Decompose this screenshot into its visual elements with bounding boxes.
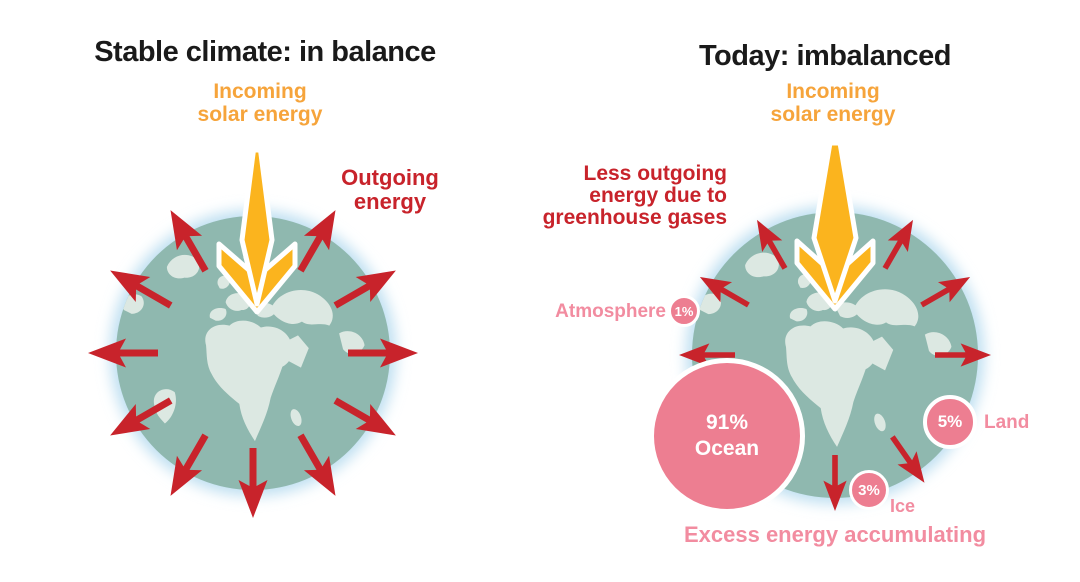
atmosphere-bubble-label: Atmosphere (555, 301, 666, 322)
less-outgoing-line1: Less outgoing (583, 162, 728, 185)
excess-energy-label: Excess energy accumulating (683, 522, 987, 547)
incoming-solar-label: Incoming solar energy (20, 80, 500, 126)
incoming-solar-arrow (216, 147, 298, 315)
less-outgoing-energy-label: Less outgoing energy due to greenhouse g… (467, 163, 727, 229)
ocean-bubble-label: Ocean (694, 437, 760, 460)
less-outgoing-line3: greenhouse gases (542, 206, 727, 229)
land-bubble-value: 5% (937, 412, 963, 431)
incoming-solar-label: Incoming solar energy (593, 80, 1073, 126)
ice-bubble: 3% (849, 470, 889, 510)
atmosphere-bubble-value: 1% (674, 303, 694, 319)
ocean-bubble: 91% Ocean (649, 358, 805, 514)
right-panel-title: Today: imbalanced (698, 40, 952, 72)
ice-bubble-label: Ice (890, 496, 916, 516)
ocean-bubble-text: 91% Ocean (695, 410, 759, 462)
incoming-solar-label-line2: solar energy (197, 103, 323, 126)
ice-bubble-value: 3% (858, 481, 880, 499)
less-outgoing-line2: energy due to (589, 184, 727, 207)
incoming-solar-label-line1: Incoming (786, 80, 880, 103)
incoming-solar-arrow (794, 140, 876, 312)
outgoing-energy-label-line2: energy (353, 189, 427, 214)
outgoing-energy-label-line1: Outgoing (341, 165, 439, 190)
incoming-solar-label-line1: Incoming (213, 80, 307, 103)
left-panel-title: Stable climate: in balance (94, 36, 436, 68)
incoming-solar-label-line2: solar energy (770, 103, 896, 126)
ocean-bubble-value: 91% (705, 411, 748, 434)
atmosphere-bubble: 1% (668, 295, 700, 327)
left-globe (88, 147, 418, 518)
land-bubble-label: Land (984, 412, 1030, 433)
land-bubble: 5% (923, 395, 977, 449)
outgoing-energy-label: Outgoing energy (290, 166, 490, 214)
